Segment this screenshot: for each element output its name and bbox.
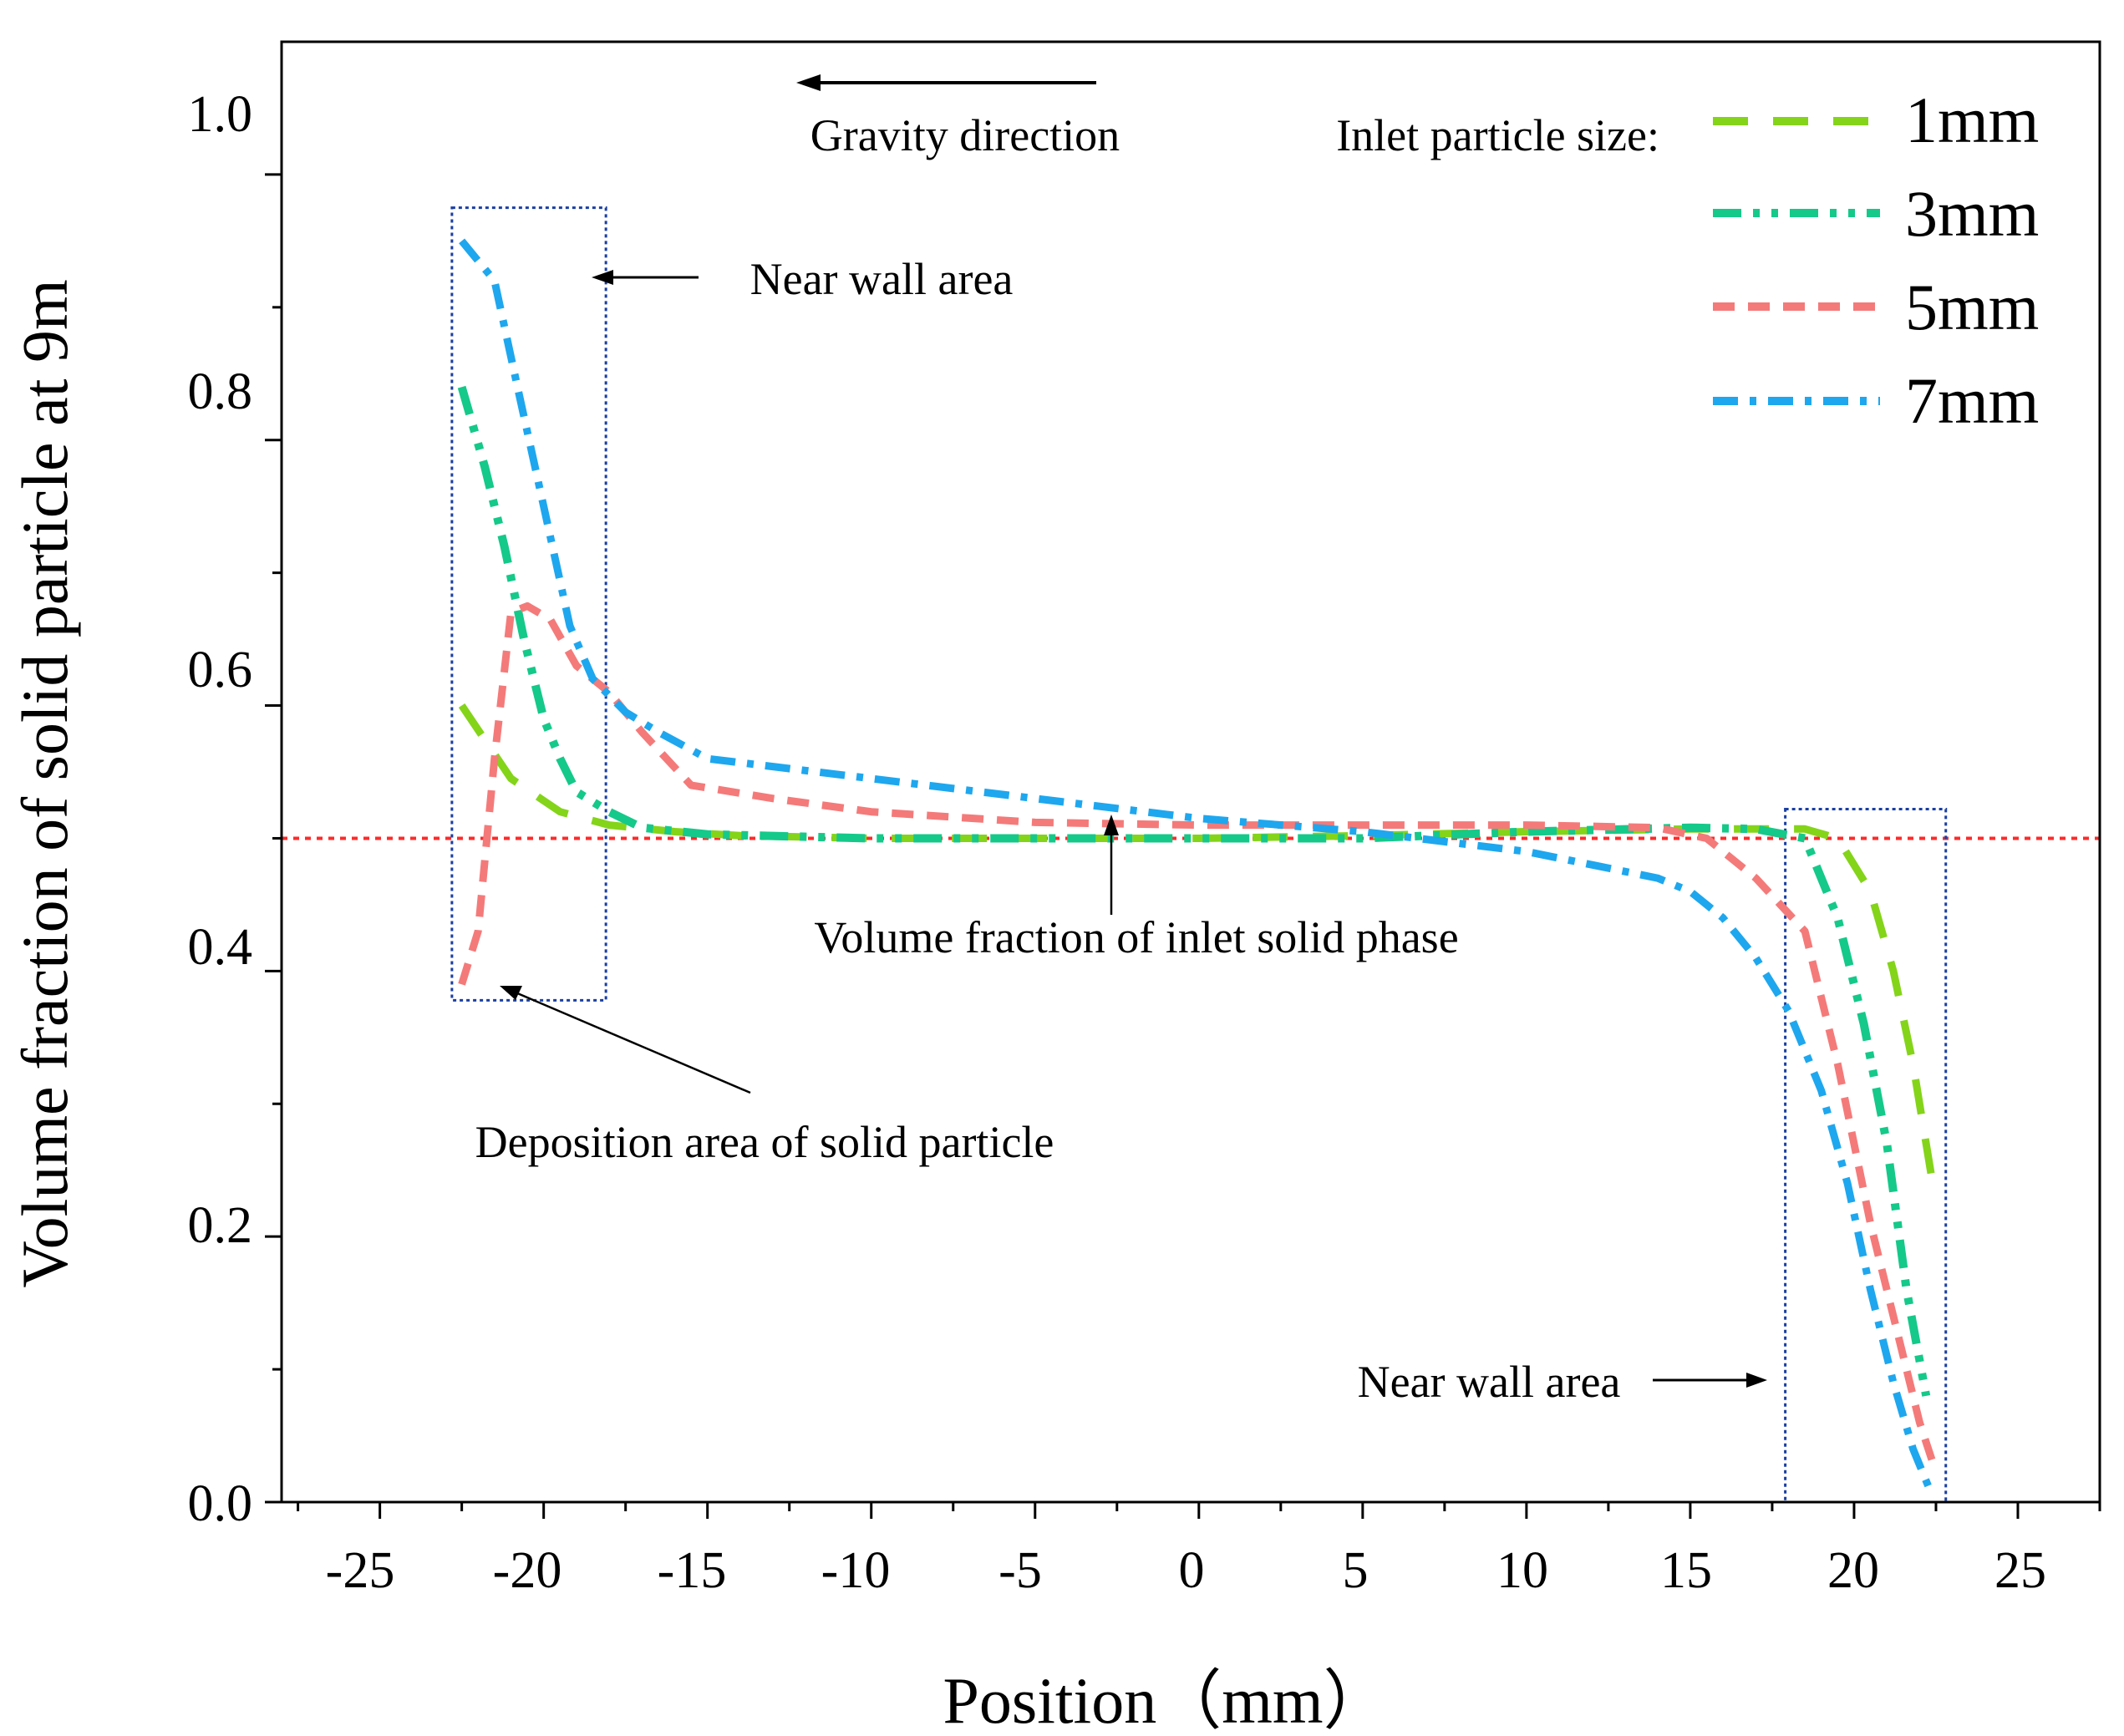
near-wall-area-right-annotation: Near wall area [1358, 1357, 1621, 1407]
legend: 1mm 3mm 5mm 7mm [1713, 84, 2039, 437]
x-tick-label: 20 [1827, 1542, 1879, 1599]
gravity-arrow [796, 74, 1096, 91]
y-tick-label: 0.8 [188, 363, 253, 420]
legend-label-1mm: 1mm [1905, 84, 2039, 156]
y-tick-label: 0.2 [188, 1197, 253, 1254]
y-axis-label: Volume fraction of solid particle at 9m [8, 279, 81, 1287]
legend-title: Inlet particle size: [1336, 110, 1659, 160]
deposition-area-annotation: Deposition area of solid particle [475, 1117, 1054, 1167]
x-tick-label: 10 [1496, 1542, 1548, 1599]
x-tick-label: 25 [1994, 1542, 2046, 1599]
gravity-direction-annotation: Gravity direction [810, 110, 1120, 160]
x-tick-label: 5 [1343, 1542, 1369, 1599]
near-wall-area-left-annotation: Near wall area [750, 254, 1014, 304]
y-tick-label: 1.0 [188, 86, 253, 143]
x-tick-label: -20 [493, 1542, 562, 1599]
near-wall-left-arrow [592, 270, 699, 285]
right-near-wall-box [1784, 807, 1948, 1504]
highlight-boxes [450, 206, 1948, 1504]
deposition-area-arrow [500, 986, 751, 1094]
y-tick-label: 0.0 [188, 1475, 253, 1532]
near-wall-right-arrow [1653, 1373, 1767, 1388]
x-tick-label: 0 [1179, 1542, 1205, 1599]
left-near-wall-box [450, 206, 607, 1002]
x-tick-label: -5 [998, 1542, 1042, 1599]
legend-label-7mm: 7mm [1905, 364, 2039, 437]
x-tick-label: -25 [326, 1542, 395, 1599]
axis-ticks [265, 173, 2101, 1519]
series-line-3mm [457, 385, 1931, 1397]
plot-frame [280, 40, 2101, 1504]
inlet-volume-fraction-annotation: Volume fraction of inlet solid phase [814, 912, 1458, 962]
y-tick-label: 0.6 [188, 642, 253, 698]
x-tick-label: 15 [1660, 1542, 1712, 1599]
series-line-1mm [458, 703, 1937, 1185]
x-tick-label: -10 [821, 1542, 891, 1599]
y-tick-labels: 0.0 0.2 0.4 0.6 0.8 1.0 [188, 86, 253, 1532]
x-axis-label: Position（mm） [943, 1664, 1388, 1736]
series-line-5mm [458, 602, 1937, 1464]
x-tick-label: -15 [658, 1542, 727, 1599]
legend-label-3mm: 3mm [1905, 177, 2039, 250]
inlet-fraction-arrow [1104, 815, 1119, 915]
series-layer [457, 238, 1937, 1490]
y-tick-label: 0.4 [188, 919, 253, 976]
legend-label-5mm: 5mm [1905, 271, 2039, 343]
series-line-7mm [459, 238, 1933, 1490]
x-tick-labels: -25 -20 -15 -10 -5 0 5 10 15 20 25 [326, 1542, 2046, 1599]
